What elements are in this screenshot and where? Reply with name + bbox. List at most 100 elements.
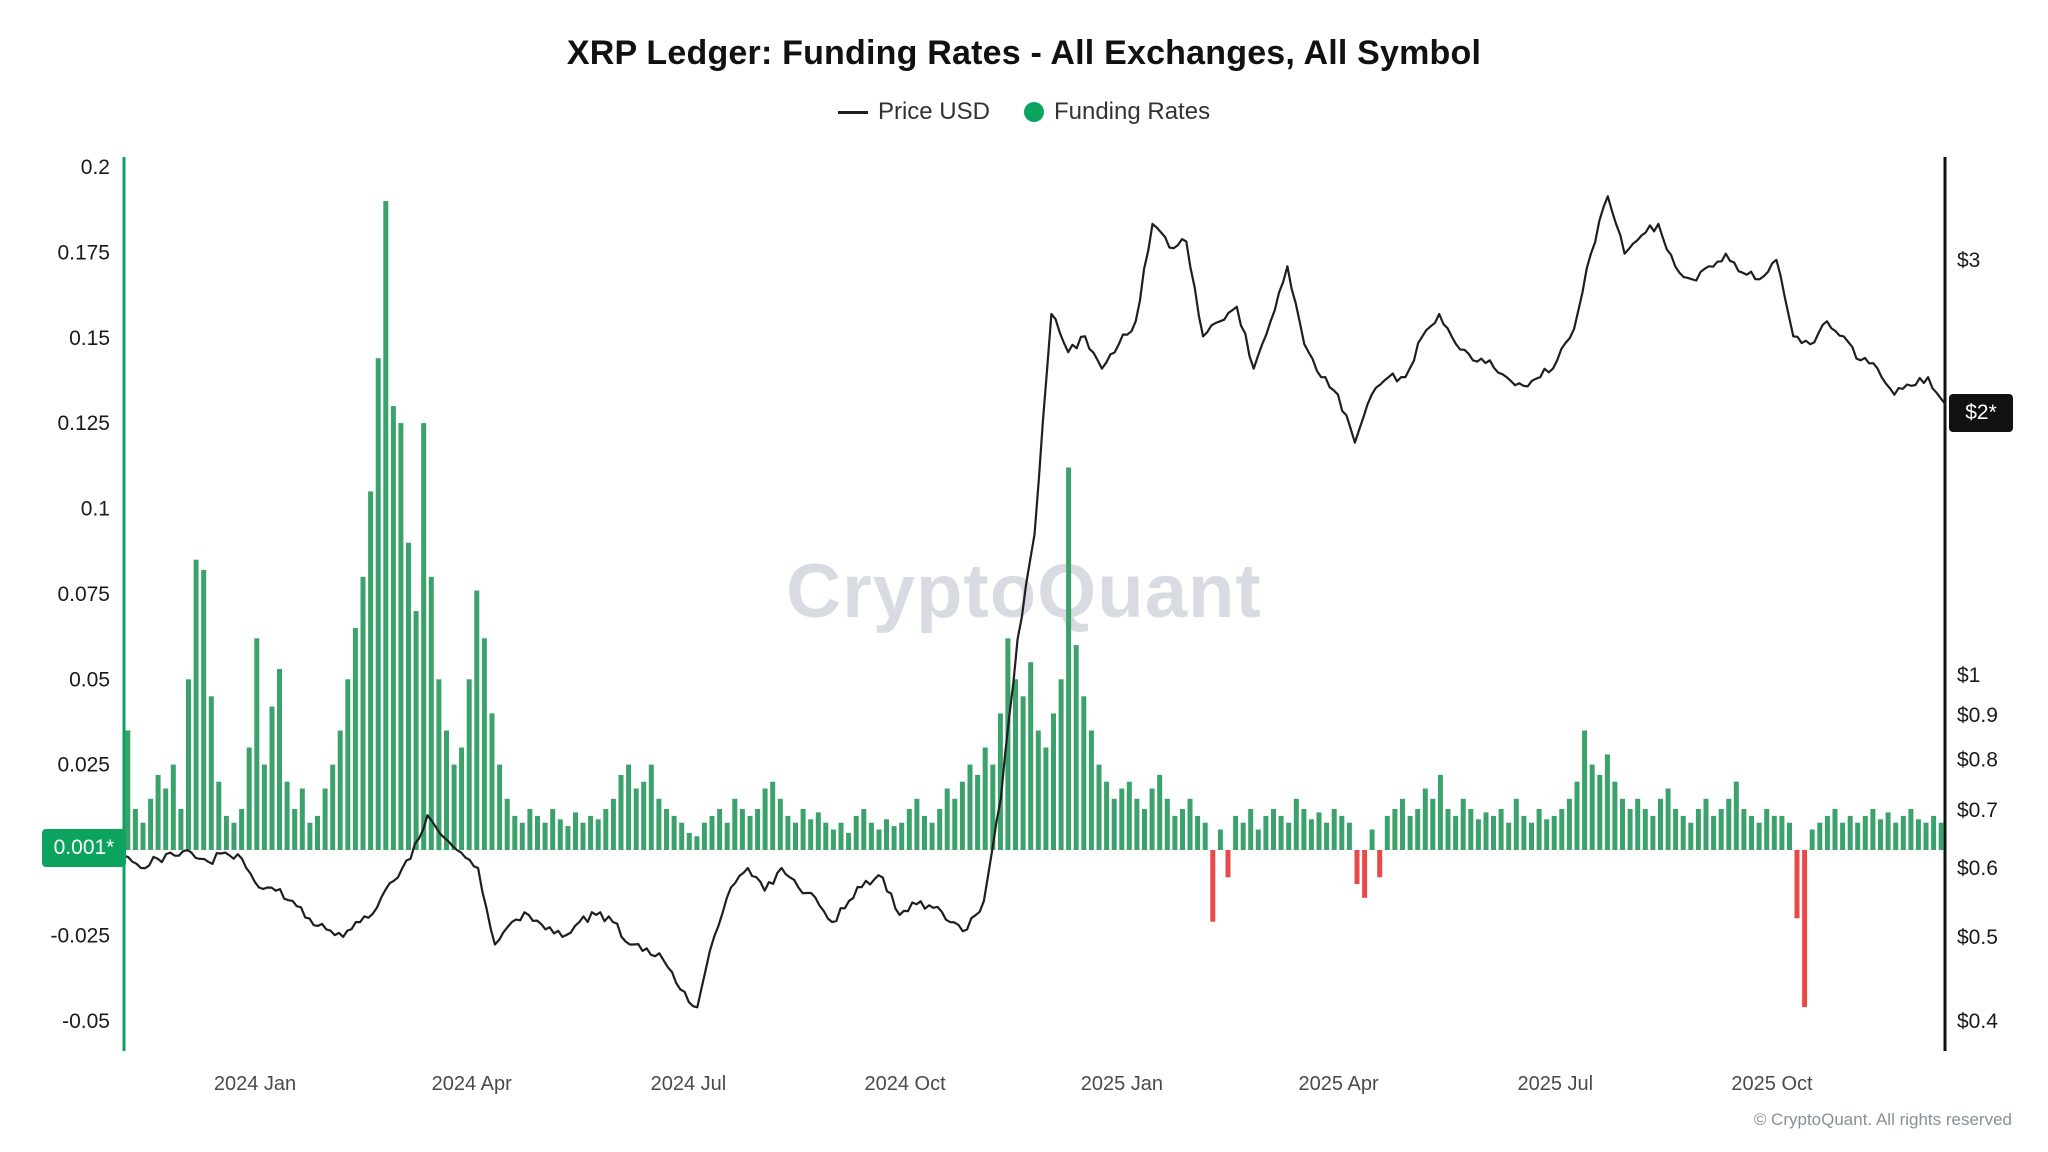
legend: Price USD Funding Rates — [0, 98, 2048, 126]
funding-bar — [163, 788, 169, 850]
funding-bar — [208, 696, 214, 850]
funding-bar — [1248, 809, 1254, 850]
funding-bar — [284, 781, 290, 850]
left-tick-label: 0.05 — [69, 668, 110, 691]
funding-bar — [1081, 696, 1087, 850]
funding-bar — [603, 809, 609, 850]
funding-bar — [170, 764, 176, 850]
legend-funding-label: Funding Rates — [1053, 98, 1211, 125]
funding-bar — [1862, 815, 1868, 850]
funding-bar — [504, 798, 510, 850]
funding-bar — [269, 706, 275, 850]
funding-bar — [1088, 730, 1094, 850]
funding-bar — [1551, 815, 1557, 850]
funding-bar — [481, 638, 487, 850]
funding-bar — [1346, 822, 1352, 850]
funding-bar — [1802, 850, 1808, 1008]
funding-bar — [1324, 822, 1330, 850]
funding-bar — [1513, 798, 1519, 850]
funding-bar — [277, 669, 282, 850]
funding-bar — [186, 679, 191, 851]
funding-bar — [588, 815, 594, 850]
funding-bar — [686, 832, 692, 850]
funding-bar — [1468, 809, 1474, 850]
funding-bar — [959, 781, 965, 850]
funding-bar — [1020, 696, 1026, 850]
funding-bar — [1255, 829, 1261, 850]
funding-bar — [1824, 815, 1830, 850]
chart-title: XRP Ledger: Funding Rates - All Exchange… — [566, 34, 1482, 72]
funding-bar — [216, 781, 222, 850]
funding-bar — [1354, 850, 1360, 885]
funding-bar — [853, 815, 859, 850]
funding-bar — [352, 628, 358, 850]
funding-bar — [1900, 815, 1906, 850]
funding-bar — [1589, 764, 1595, 850]
funding-bar — [762, 788, 768, 850]
funding-bar — [1407, 815, 1413, 850]
funding-bar — [891, 826, 897, 850]
funding-bar — [1331, 809, 1337, 850]
funding-bar — [140, 822, 146, 850]
left-tick-label: 0.175 — [57, 241, 110, 264]
funding-bar — [1688, 822, 1694, 850]
funding-bar — [421, 423, 427, 850]
funding-bar — [239, 809, 245, 850]
funding-current-badge: 0.001* — [42, 829, 126, 867]
funding-bar — [413, 611, 419, 851]
funding-bar — [1817, 822, 1823, 850]
funding-bar — [330, 764, 336, 850]
x-tick-label: 2025 Jan — [1081, 1073, 1163, 1095]
funding-bar — [1369, 829, 1375, 850]
funding-bar — [1096, 764, 1102, 850]
funding-bar — [952, 798, 958, 850]
legend-item-price[interactable]: Price USD — [837, 98, 990, 126]
funding-bar — [755, 809, 761, 850]
funding-bar — [1635, 798, 1641, 850]
funding-bar — [1157, 774, 1163, 850]
funding-bar — [497, 764, 503, 850]
funding-bar — [512, 815, 518, 850]
funding-bar — [785, 815, 791, 850]
right-tick-label: $0.4 — [1957, 1010, 1998, 1033]
funding-bar — [1051, 713, 1056, 850]
funding-bar — [1005, 638, 1011, 850]
funding-bar — [1339, 815, 1345, 850]
funding-bar — [1506, 822, 1512, 850]
legend-item-funding[interactable]: Funding Rates — [1023, 98, 1211, 126]
funding-bar — [178, 809, 184, 850]
funding-bar — [1483, 812, 1489, 850]
funding-bar — [1225, 850, 1231, 878]
watermark: CryptoQuant — [786, 549, 1262, 634]
funding-bar — [1104, 781, 1110, 850]
funding-bar — [565, 826, 571, 850]
funding-bar — [1771, 815, 1777, 850]
funding-bar — [1301, 809, 1307, 850]
funding-bar — [1460, 798, 1466, 850]
funding-bar — [1915, 819, 1921, 850]
funding-bar — [459, 747, 465, 850]
funding-bar — [732, 798, 738, 850]
funding-bar — [929, 822, 935, 850]
funding-bar — [1703, 798, 1709, 850]
funding-bar — [428, 576, 434, 850]
funding-bar — [1172, 815, 1178, 850]
funding-bar — [664, 809, 669, 850]
funding-bar — [777, 798, 783, 850]
left-tick-label: 0.1 — [81, 498, 110, 521]
right-tick-label: $0.9 — [1957, 704, 1998, 727]
funding-bar — [246, 747, 252, 850]
x-tick-label: 2024 Jan — [214, 1073, 296, 1095]
x-tick-label: 2024 Oct — [865, 1073, 947, 1095]
funding-bar — [1453, 815, 1459, 850]
funding-bar — [1316, 812, 1322, 850]
funding-bar — [398, 423, 404, 850]
funding-bar — [1384, 815, 1390, 850]
funding-bar — [125, 730, 131, 850]
funding-bar — [337, 730, 343, 850]
funding-bar — [724, 822, 730, 850]
funding-bar — [808, 819, 814, 850]
funding-bar — [1566, 798, 1572, 850]
